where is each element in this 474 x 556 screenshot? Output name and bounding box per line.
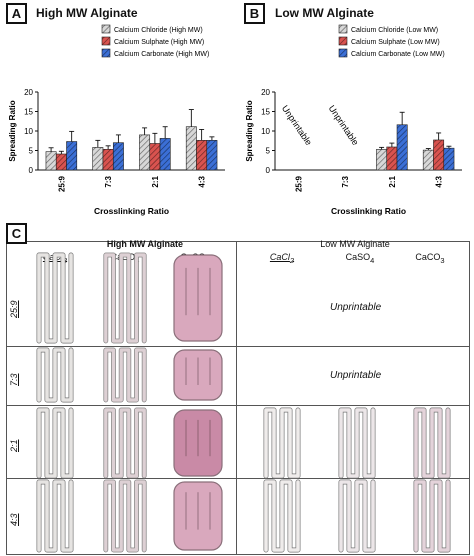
- x-axis-label: Crosslinking Ratio: [94, 206, 169, 216]
- bar-hatch: [397, 124, 408, 170]
- panel-c-tag: C: [6, 223, 27, 244]
- legend-swatch-hatch: [102, 37, 110, 45]
- legend-label: Calcium Carbonate (High MW): [114, 51, 209, 58]
- y-tick-label: 10: [24, 127, 33, 136]
- y-tick-label: 10: [261, 127, 270, 136]
- y-axis-label: Spreading Ratio: [245, 100, 254, 161]
- print-caso4-low: [338, 407, 376, 479]
- bar-hatch: [56, 154, 67, 170]
- legend-label: Calcium Chloride (Low MW): [351, 27, 438, 34]
- col-label-caso4-low: CaSO4: [345, 252, 375, 265]
- bar-hatch: [196, 140, 207, 170]
- y-tick-label: 20: [24, 88, 33, 97]
- panel-b-tag: B: [244, 3, 265, 24]
- grid-divider-row3: [6, 478, 469, 479]
- grid-divider-row2: [6, 405, 469, 406]
- x-tick-label: 4:3: [198, 175, 207, 187]
- bar-hatch: [102, 149, 114, 170]
- bar-hatch: [160, 138, 171, 170]
- print-caco3-high: [173, 349, 223, 401]
- print-cacl2-high: [36, 407, 74, 479]
- bar-hatch: [433, 139, 444, 170]
- print-caso4-high: [103, 347, 147, 403]
- bar-hatch: [139, 134, 150, 170]
- panel-a-tag: A: [6, 3, 27, 24]
- low-mw-header: Low MW Alginate: [320, 239, 390, 249]
- bar-hatch: [423, 150, 434, 170]
- print-caco3-low: [413, 407, 451, 479]
- bar-hatch: [66, 141, 77, 170]
- y-tick-label: 20: [261, 88, 270, 97]
- x-tick-label: 2:1: [151, 175, 160, 187]
- x-tick-label: 7:3: [341, 175, 350, 187]
- y-tick-label: 15: [24, 108, 33, 117]
- bar-hatch: [443, 148, 455, 170]
- grid-divider-row1: [6, 346, 469, 347]
- bar-hatch: [149, 143, 161, 170]
- bar-hatch: [92, 147, 103, 170]
- print-caso4-high: [103, 252, 147, 344]
- bar-hatch: [186, 126, 197, 170]
- x-tick-label: 25:9: [57, 175, 66, 192]
- y-tick-label: 0: [29, 166, 34, 175]
- legend-swatch-hatch: [339, 37, 347, 45]
- print-cacl2-high: [36, 252, 74, 344]
- print-caso4-low: [338, 479, 376, 553]
- print-cacl2-high: [36, 479, 74, 553]
- chart-b: 0 5 10 15 20 Spreading Ratio 25:9 7:3 2:1 4:3 Cros…: [245, 24, 462, 216]
- print-caso4-high: [103, 407, 147, 479]
- legend-label: Calcium Sulphate (Low MW): [351, 39, 440, 46]
- print-grid: [6, 241, 470, 555]
- chart-a: 0 5 10 15 20 Spreading Ratio 25:9 7:3 2:1 4:3 Cros…: [8, 24, 225, 216]
- legend-swatch-hatch: [102, 49, 110, 57]
- print-caco3-high: [173, 481, 223, 551]
- legend-swatch-hatch: [339, 25, 347, 33]
- grid-divider-vertical: [236, 241, 237, 554]
- bar-hatch: [45, 151, 57, 170]
- legend-swatch-hatch: [339, 49, 347, 57]
- print-caco3-high: [173, 254, 223, 342]
- bar-hatch: [113, 142, 124, 170]
- high-mw-header: High MW Alginate: [106, 239, 184, 249]
- x-tick-label: 25:9: [294, 175, 303, 192]
- x-axis-label: Crosslinking Ratio: [331, 206, 406, 216]
- x-tick-label: 2:1: [388, 175, 397, 187]
- legend-label: Calcium Sulphate (High MW): [114, 39, 204, 46]
- panel-b-title: Low MW Alginate: [275, 6, 374, 20]
- y-axis-label: Spreading Ratio: [8, 100, 17, 161]
- col-label-cacl2-low: CaCl2: [269, 252, 295, 265]
- col-label-caco3-low: CaCO3: [415, 252, 445, 265]
- bar-hatch: [386, 146, 398, 170]
- legend-swatch-hatch: [102, 25, 110, 33]
- y-tick-label: 0: [266, 166, 271, 175]
- print-caso4-high: [103, 479, 147, 553]
- print-cacl2-high: [36, 347, 74, 403]
- legend-label: Calcium Chloride (High MW): [114, 27, 203, 34]
- y-tick-label: 15: [261, 108, 270, 117]
- print-cacl2-low: [263, 479, 301, 553]
- unprintable-label-7-3: Unprintable: [330, 370, 382, 381]
- bar-hatch: [206, 140, 218, 170]
- legend-label: Calcium Carbonate (Low MW): [351, 51, 445, 58]
- unprintable-label-25-9: Unprintable: [330, 302, 382, 313]
- print-caco3-low: [413, 479, 451, 553]
- bar-hatch: [376, 149, 387, 170]
- print-cacl2-low: [263, 407, 301, 479]
- x-tick-label: 7:3: [104, 175, 113, 187]
- y-tick-label: 5: [29, 147, 34, 156]
- print-caco3-high: [173, 409, 223, 477]
- y-tick-label: 5: [266, 147, 271, 156]
- panel-a-title: High MW Alginate: [36, 6, 138, 20]
- x-tick-label: 4:3: [435, 175, 444, 187]
